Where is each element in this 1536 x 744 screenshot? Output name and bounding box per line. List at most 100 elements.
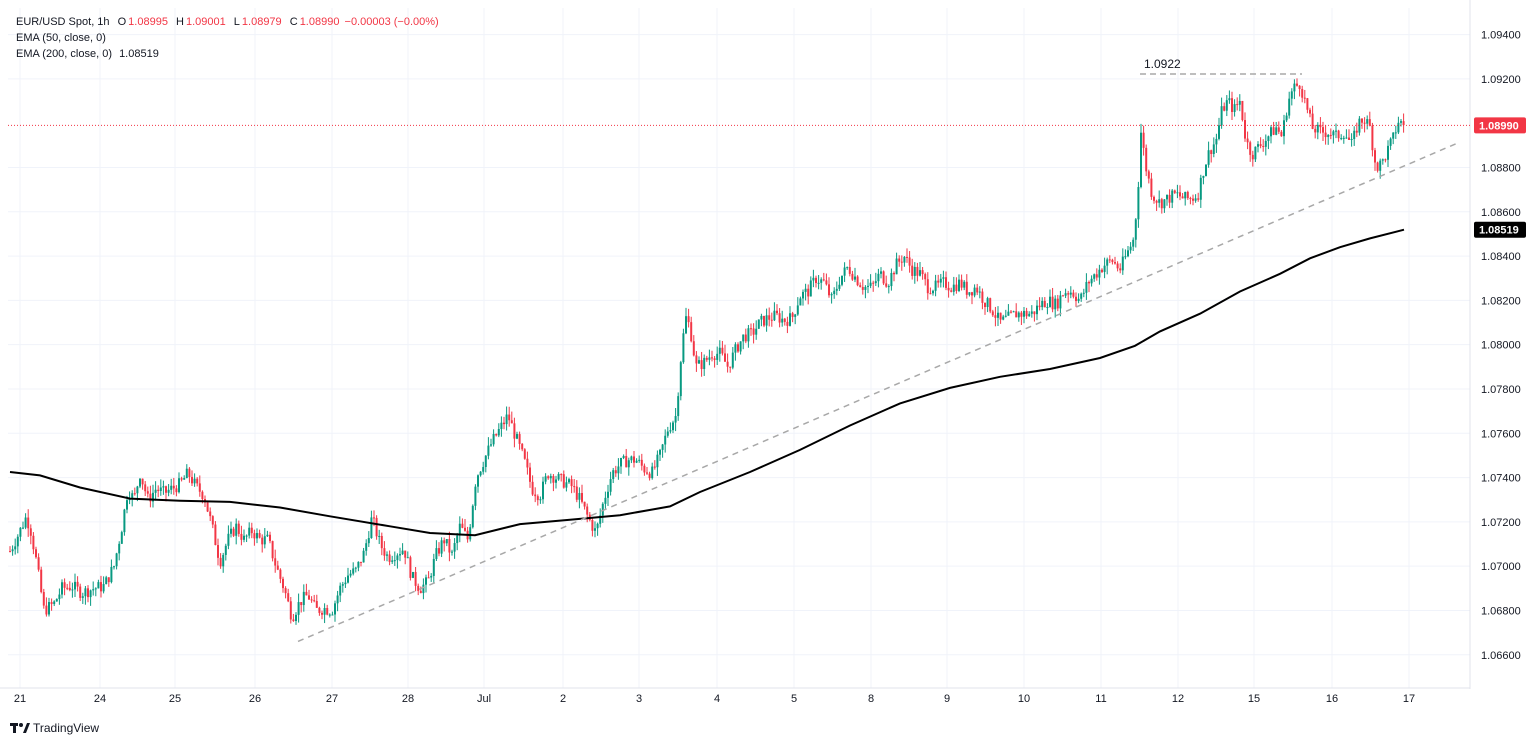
price-tick: 1.09400 bbox=[1481, 30, 1521, 42]
candle-body bbox=[874, 281, 877, 284]
candle-body bbox=[375, 517, 378, 537]
candle-body bbox=[310, 599, 313, 601]
close-value: 1.08990 bbox=[299, 16, 340, 28]
candle-body bbox=[315, 601, 318, 608]
time-tick: 3 bbox=[636, 693, 642, 705]
candle-body bbox=[27, 517, 30, 529]
candle-body bbox=[526, 458, 529, 468]
candle-body bbox=[1160, 199, 1163, 209]
candle-body bbox=[193, 478, 196, 484]
candle-body bbox=[765, 315, 768, 326]
candle-body bbox=[1368, 119, 1371, 126]
candle-body bbox=[133, 493, 136, 495]
candle-body bbox=[16, 536, 19, 547]
candle-body bbox=[183, 478, 186, 480]
candle-body bbox=[45, 605, 48, 615]
price-axis[interactable]: 1.09400 1.09200 1.08800 1.08600 1.08400 1.082… bbox=[1481, 30, 1521, 662]
current-price-tag: 1.08990 bbox=[1474, 117, 1526, 134]
ema200-row[interactable]: EMA (200, close, 0) 1.08519 bbox=[16, 46, 439, 62]
candle-body bbox=[1301, 89, 1304, 98]
candle-body bbox=[942, 277, 945, 279]
time-tick: 16 bbox=[1326, 693, 1338, 705]
time-tick: 17 bbox=[1403, 693, 1415, 705]
change-value: −0.00003 (−0.00%) bbox=[344, 16, 439, 28]
candle-body bbox=[846, 267, 849, 269]
uptrend-line bbox=[297, 141, 1461, 643]
tradingview-logo[interactable]: TradingView bbox=[10, 721, 99, 735]
candle-body bbox=[877, 273, 880, 282]
candle-body bbox=[435, 548, 438, 559]
candle-body bbox=[955, 284, 958, 291]
price-tick: 1.08800 bbox=[1481, 162, 1521, 174]
candle-body bbox=[383, 548, 386, 556]
candle-body bbox=[869, 282, 872, 286]
candle-body bbox=[1309, 109, 1311, 114]
candle-body bbox=[757, 319, 760, 329]
candle-body bbox=[1189, 198, 1192, 200]
candle-body bbox=[794, 314, 797, 317]
candle-body bbox=[1085, 281, 1088, 293]
candle-body bbox=[1106, 259, 1109, 266]
time-tick: 12 bbox=[1172, 693, 1184, 705]
candle-body bbox=[1298, 85, 1301, 90]
current-price-label: 1.08990 bbox=[1479, 120, 1519, 132]
candle-body bbox=[271, 541, 274, 559]
candle-body bbox=[1316, 124, 1319, 133]
candle-body bbox=[903, 256, 906, 263]
time-tick: 4 bbox=[714, 693, 720, 705]
candle-body bbox=[152, 492, 154, 502]
ema50-row[interactable]: EMA (50, close, 0) bbox=[16, 30, 439, 46]
candle-body bbox=[1194, 198, 1197, 201]
candle-body bbox=[1267, 136, 1270, 141]
candle-body bbox=[1017, 312, 1020, 318]
candle-body bbox=[308, 595, 310, 600]
candle-body bbox=[1241, 100, 1244, 121]
candle-body bbox=[1098, 269, 1101, 278]
candle-body bbox=[630, 456, 633, 461]
candle-body bbox=[370, 517, 373, 539]
candle-body bbox=[799, 298, 802, 306]
candle-body bbox=[378, 535, 381, 537]
candle-body bbox=[1028, 313, 1031, 317]
candle-body bbox=[305, 591, 308, 596]
candle-body bbox=[422, 584, 425, 594]
candle-body bbox=[396, 555, 399, 561]
candle-body bbox=[781, 318, 784, 323]
candle-body bbox=[838, 284, 841, 289]
candle-body bbox=[1400, 121, 1402, 123]
candle-body bbox=[76, 581, 79, 587]
candle-body bbox=[809, 280, 812, 297]
time-axis[interactable]: 21 24 25 26 27 28 Jul 2 3 4 5 8 9 10 11 12 15 16 17 bbox=[14, 693, 1415, 705]
candle-body bbox=[344, 582, 347, 585]
candle-body bbox=[1366, 119, 1369, 124]
candle-body bbox=[669, 430, 672, 432]
candle-body bbox=[445, 539, 448, 544]
candle-body bbox=[391, 560, 394, 562]
candle-body bbox=[1340, 138, 1343, 140]
candle-body bbox=[180, 478, 183, 480]
candle-body bbox=[318, 607, 321, 613]
candle-body bbox=[1166, 194, 1168, 200]
candle-body bbox=[867, 285, 869, 287]
candle-body bbox=[89, 590, 92, 598]
candle-body bbox=[508, 414, 511, 421]
candle-body bbox=[729, 366, 732, 368]
candle-body bbox=[898, 258, 901, 262]
candle-body bbox=[1246, 138, 1249, 143]
candle-body bbox=[633, 456, 635, 463]
candle-body bbox=[716, 353, 719, 360]
candle-body bbox=[414, 572, 417, 586]
candle-body bbox=[35, 549, 37, 558]
low-key: L bbox=[233, 16, 240, 28]
symbol-title[interactable]: EUR/USD Spot, 1h bbox=[16, 16, 110, 28]
candle-body bbox=[440, 540, 443, 554]
candle-body bbox=[256, 533, 258, 539]
candle-body bbox=[963, 281, 966, 288]
candle-body bbox=[430, 575, 433, 578]
candle-body bbox=[516, 434, 518, 439]
candle-body bbox=[1210, 150, 1213, 155]
candle-body bbox=[357, 561, 360, 568]
candle-body bbox=[105, 577, 108, 585]
candle-body bbox=[1108, 259, 1111, 261]
